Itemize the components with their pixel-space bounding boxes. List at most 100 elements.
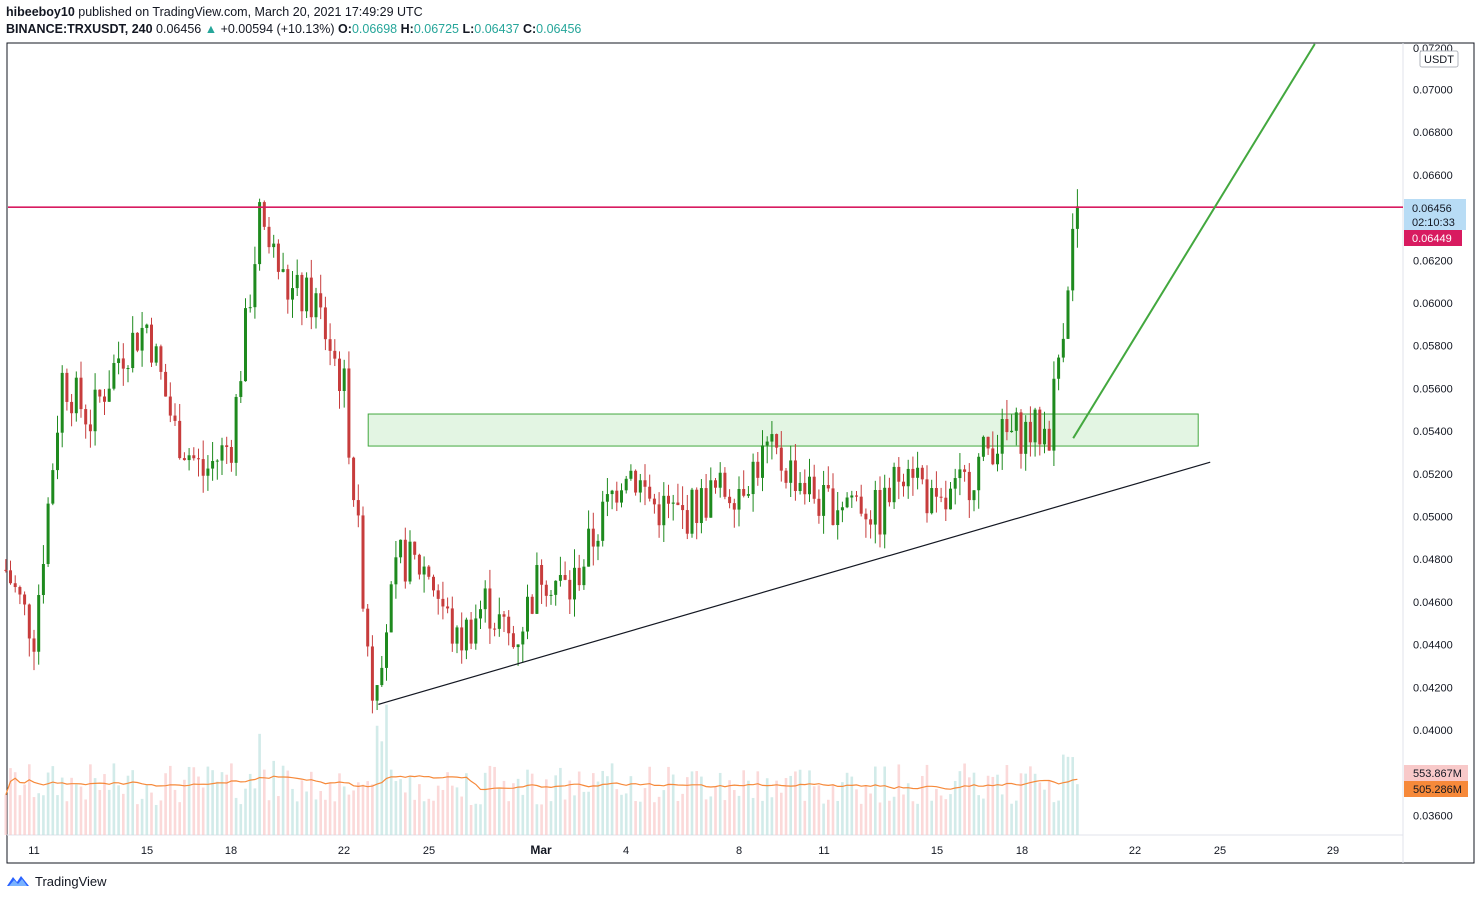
volume-bar: [32, 797, 36, 835]
volume-bar: [371, 784, 374, 835]
price-tick-label: 0.04400: [1413, 640, 1453, 652]
candle-body: [103, 396, 106, 402]
candle-body: [126, 368, 130, 370]
candle-body: [690, 489, 694, 534]
candlesticks[interactable]: [4, 189, 1079, 714]
candle-body: [70, 401, 74, 414]
volume-bar: [530, 773, 534, 835]
volume-tag-value: 553.867M: [1413, 768, 1462, 780]
volume-bar: [639, 801, 642, 835]
candle-body: [822, 485, 826, 516]
volume-bar: [413, 799, 416, 835]
price-tick-label: 0.04600: [1413, 597, 1453, 609]
time-label: 22: [1129, 845, 1141, 857]
candle-body: [1014, 412, 1018, 431]
volume-bar: [944, 799, 948, 835]
volume-bar: [822, 803, 825, 835]
candle-body: [883, 487, 887, 535]
candle-body: [704, 488, 708, 518]
low-value: 0.06437: [474, 22, 520, 36]
ohlc-line: BINANCE:TRXUSDT, 240 0.06456 ▲ +0.00594 …: [6, 21, 1466, 38]
currency-box[interactable]: [1419, 50, 1459, 68]
line-price-tag-value: 0.06449: [1412, 233, 1452, 245]
candle-body: [211, 461, 215, 469]
volume-bar: [70, 777, 73, 835]
footer-branding[interactable]: TradingView: [6, 873, 107, 889]
price-tick-label: 0.05000: [1413, 512, 1453, 524]
projection-trendline[interactable]: [1072, 43, 1316, 439]
volume-bar: [939, 795, 943, 835]
candle-body: [587, 528, 591, 567]
volume-bar: [122, 793, 125, 835]
price-tick-label: 0.06600: [1413, 170, 1453, 182]
candle-body: [873, 489, 877, 525]
volume-bar: [836, 800, 839, 835]
candle-body: [145, 324, 149, 328]
volume-bar: [949, 794, 952, 835]
volume-bar: [535, 804, 539, 835]
price-axis[interactable]: 0.07000 0.06800 0.06600 0.06200 0.06000 0.058…: [1413, 85, 1453, 823]
volume-bar: [352, 790, 355, 835]
candle-body: [27, 604, 31, 639]
volume-bar: [657, 796, 661, 835]
volume-bar: [46, 772, 50, 835]
volume-bar: [798, 769, 802, 835]
candle-body: [765, 441, 769, 446]
volume-bar: [568, 780, 572, 835]
candle-body: [187, 455, 191, 461]
open-label: O:: [338, 22, 352, 36]
candle-body: [676, 502, 680, 506]
volume-bar: [953, 780, 957, 835]
volume-bar: [93, 778, 97, 835]
volume-bar: [681, 793, 684, 835]
candle-body: [98, 389, 102, 397]
volume-bar: [554, 775, 557, 835]
candle-body: [714, 480, 717, 488]
candle-body: [361, 515, 365, 609]
candle-body: [709, 480, 713, 518]
candle-body: [150, 324, 153, 363]
volume-bar: [178, 802, 181, 835]
volume-bar: [230, 763, 233, 835]
candle-body: [32, 638, 36, 652]
candle-body: [356, 500, 360, 516]
candle-body: [338, 358, 341, 392]
volume-bar: [968, 777, 971, 835]
candle-body: [1066, 290, 1070, 339]
candle-body: [577, 567, 581, 586]
candle-body: [582, 566, 586, 586]
volume-bar: [803, 800, 807, 835]
price-tick-label: 0.06000: [1413, 298, 1453, 310]
volume-bar: [704, 799, 708, 835]
time-label: Mar: [530, 843, 552, 857]
volume-bar: [300, 780, 304, 835]
volume-bar: [624, 793, 628, 835]
candle-body: [117, 358, 121, 364]
candle-body: [192, 455, 196, 459]
volume-bar: [446, 772, 449, 835]
volume-bar: [526, 769, 529, 835]
volume-bar: [140, 798, 144, 835]
volume-bar: [314, 799, 318, 835]
candle-body: [855, 495, 858, 497]
volume-bar: [549, 801, 553, 835]
time-label: 4: [623, 845, 629, 857]
symbol-label[interactable]: BINANCE:TRXUSDT, 240: [6, 22, 153, 36]
candle-body: [648, 486, 652, 499]
high-value: 0.06725: [413, 22, 459, 36]
candle-body: [375, 685, 379, 701]
demand-zone[interactable]: [367, 413, 1199, 447]
time-axis[interactable]: 11 15 18 22 25 Mar 4 8 11 15 18 22 25 29: [28, 843, 1339, 857]
volume-bar: [216, 781, 219, 835]
candle-body: [131, 332, 135, 369]
volume-bar: [676, 800, 680, 835]
volume-bar: [751, 797, 755, 835]
author-name[interactable]: hibeeboy10: [6, 5, 75, 19]
candle-body: [699, 488, 703, 524]
support-trendline[interactable]: [378, 461, 1211, 705]
candle-body: [56, 432, 59, 471]
candle-body: [742, 488, 746, 496]
line-price-tag: [1404, 230, 1462, 246]
candle-body: [267, 226, 271, 248]
